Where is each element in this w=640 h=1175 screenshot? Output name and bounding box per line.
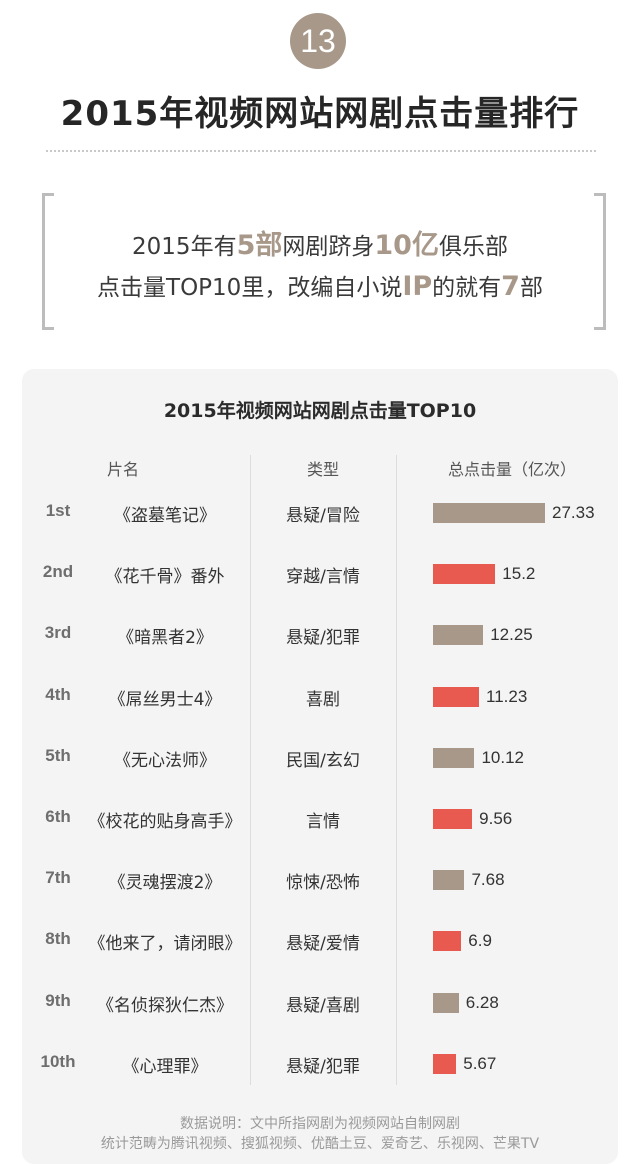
rank-label: 9th — [45, 990, 71, 1010]
section-number-badge: 13 — [290, 13, 346, 69]
rank-label: 10th — [40, 1051, 76, 1071]
value-bar — [433, 625, 484, 646]
rank-label: 2nd — [42, 562, 74, 582]
quote-text: 的就有 — [432, 275, 502, 301]
rank-label: 6th — [45, 807, 71, 826]
footnote-line-1: 数据说明：文中所指网剧为视频网站自制网剧 — [180, 1116, 460, 1132]
value-label: 7.68 — [471, 870, 505, 890]
drama-name: 《暗黑者2》 — [117, 628, 213, 649]
drama-genre: 悬疑/爱情 — [286, 934, 360, 955]
column-divider — [250, 455, 251, 1085]
value-bar — [433, 992, 459, 1013]
drama-genre: 穿越/言情 — [286, 567, 360, 588]
rank-label: 1st — [45, 501, 71, 520]
drama-name: 《心理罪》 — [122, 1056, 208, 1077]
quote-text: 2015年有 — [132, 234, 237, 260]
right-bracket — [594, 193, 606, 330]
rank-label: 7th — [45, 868, 71, 888]
value-bar — [433, 870, 465, 891]
drama-name: 《屌丝男士4》 — [108, 689, 222, 710]
chart-title: 2015年视频网站网剧点击量TOP10 — [163, 400, 477, 422]
drama-genre: 悬疑/喜剧 — [286, 995, 360, 1016]
column-header-value: 总点击量（亿次） — [447, 460, 577, 479]
value-bar — [433, 686, 480, 707]
drama-name: 《花千骨》番外 — [105, 567, 225, 588]
drama-genre: 悬疑/冒险 — [286, 506, 360, 526]
value-label: 6.28 — [465, 992, 499, 1012]
value-bar — [433, 1053, 457, 1074]
value-label: 15.2 — [502, 564, 536, 584]
quote-line-1: 2015年有5部网剧跻身10亿俱乐部 — [0, 223, 640, 262]
value-bar — [433, 809, 473, 829]
value-label: 12.25 — [490, 625, 533, 645]
footnote-line-2: 统计范畴为腾讯视频、搜狐视频、优酷土豆、爱奇艺、乐视网、芒果TV — [100, 1136, 540, 1152]
column-header-genre: 类型 — [306, 460, 340, 479]
quote-text: 部 — [519, 275, 543, 301]
value-label: 9.56 — [479, 809, 513, 828]
quote-highlight: IP — [402, 271, 433, 302]
drama-name: 《校花的贴身高手》 — [88, 812, 242, 832]
value-label: 5.67 — [463, 1053, 497, 1073]
drama-genre: 惊悚/恐怖 — [286, 873, 360, 894]
drama-name: 《他来了，请闭眼》 — [88, 934, 242, 955]
drama-name: 《无心法师》 — [114, 750, 216, 771]
quote-line-2: 点击量TOP10里，改编自小说IP的就有7部 — [0, 268, 640, 302]
page-title: 2015年视频网站网剧点击量排行 — [60, 94, 580, 134]
value-label: 27.33 — [552, 503, 595, 522]
column-header-name: 片名 — [106, 460, 140, 479]
rank-label: 4th — [45, 684, 71, 704]
value-bar — [433, 564, 496, 585]
chart-panel — [22, 369, 618, 1164]
value-label: 10.12 — [481, 747, 525, 767]
quote-text: 俱乐部 — [438, 234, 508, 260]
drama-genre: 言情 — [306, 812, 340, 832]
drama-genre: 悬疑/犯罪 — [286, 628, 360, 649]
quote-text: 点击量TOP10里，改编自小说 — [97, 275, 403, 301]
value-bar — [433, 931, 462, 952]
quote-highlight: 5部 — [236, 230, 283, 261]
rank-label: 8th — [45, 929, 71, 949]
drama-genre: 喜剧 — [306, 689, 340, 710]
column-divider — [396, 455, 397, 1085]
drama-name: 《灵魂摆渡2》 — [108, 873, 222, 894]
drama-genre: 民国/玄幻 — [286, 750, 360, 771]
drama-name: 《盗墓笔记》 — [114, 506, 216, 526]
drama-genre: 悬疑/犯罪 — [286, 1056, 360, 1077]
drama-name: 《名侦探狄仁杰》 — [97, 995, 233, 1016]
value-bar — [433, 503, 545, 523]
value-bar — [433, 747, 475, 768]
left-bracket — [42, 193, 54, 330]
value-label: 11.23 — [486, 686, 528, 706]
rank-label: 5th — [45, 745, 71, 765]
dotted-divider — [46, 150, 596, 152]
rank-label: 3rd — [44, 623, 72, 643]
quote-text: 网剧跻身 — [282, 234, 375, 260]
quote-highlight: 10亿 — [374, 230, 439, 261]
value-label: 6.9 — [468, 931, 492, 951]
quote-highlight: 7 — [501, 271, 520, 302]
